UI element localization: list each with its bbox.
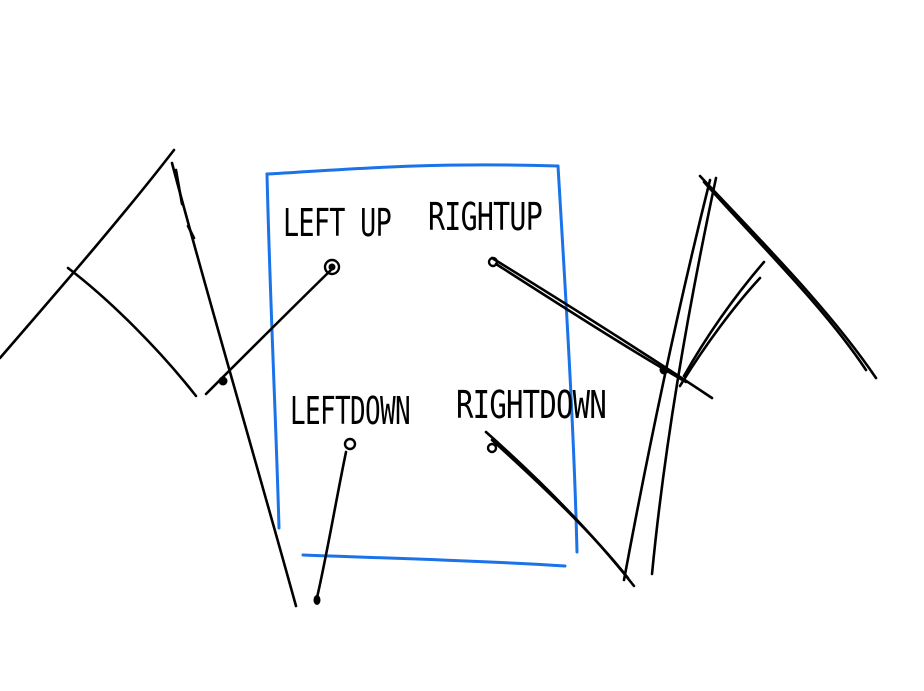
left-frame-pivot-dot xyxy=(218,376,228,386)
right-down-anchor xyxy=(486,442,498,454)
label-right-down: RIGHTDOWN xyxy=(456,383,606,427)
frame-right-edge xyxy=(556,164,579,554)
frame-top-edge xyxy=(265,163,560,176)
blue-frame xyxy=(265,163,579,568)
left-a-frame xyxy=(0,148,335,608)
frame-left-edge xyxy=(265,172,281,530)
label-right-up: RIGHTUP xyxy=(428,195,542,239)
left-frame-inner-leg-tick-2 xyxy=(186,224,196,240)
right-frame-pivot-dot xyxy=(659,365,669,375)
right-frame-inner-leg-2 xyxy=(650,176,718,576)
right-frame-outer-leg xyxy=(698,174,878,380)
right-a-frame xyxy=(484,174,878,588)
left-up-anchor xyxy=(323,258,341,276)
right-frame-outer-leg-2 xyxy=(702,180,868,372)
left-up-anchor-fill xyxy=(328,263,336,271)
left-frame-crossbar xyxy=(66,266,198,398)
right-frame-inner-leg xyxy=(622,178,712,582)
left-frame-inner-leg-tick xyxy=(174,168,184,206)
left-frame-outer-leg xyxy=(0,148,176,360)
label-left-down: LEFTDOWN xyxy=(290,389,410,433)
right-frame-crossbar-2 xyxy=(678,276,762,388)
right-frame-lower-link-2 xyxy=(490,438,630,580)
left-frame-inner-leg xyxy=(170,161,298,608)
left-down-link xyxy=(314,450,348,604)
right-frame-crossbar xyxy=(682,260,766,378)
frame-bottom-edge xyxy=(301,553,567,568)
left-down-anchor xyxy=(343,437,357,451)
right-up-anchor xyxy=(487,256,499,268)
label-left-up: LEFT UP xyxy=(283,201,391,245)
right-frame-pivot-link-2 xyxy=(494,262,688,384)
left-down-end-dot xyxy=(313,595,321,605)
